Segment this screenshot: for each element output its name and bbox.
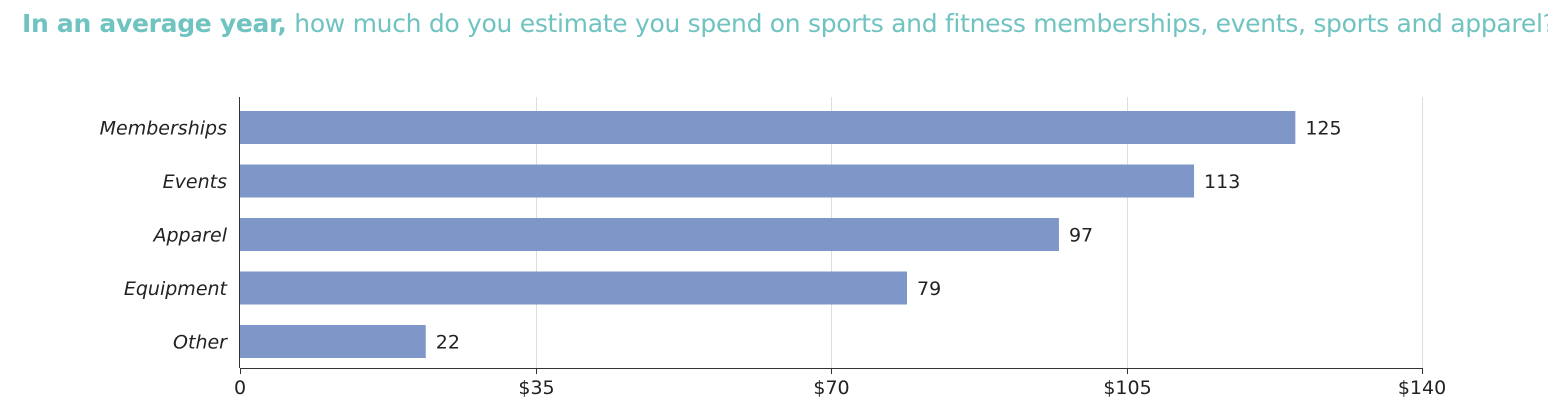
bar: [240, 271, 907, 305]
category-label: Memberships: [100, 118, 227, 140]
data-label: 97: [1069, 225, 1093, 247]
category-label: Events: [163, 171, 227, 193]
bar: [240, 325, 426, 358]
bar: [240, 164, 1195, 198]
x-tick-label: $35: [518, 377, 554, 399]
category-label: Other: [173, 332, 228, 354]
category-label: Apparel: [151, 225, 227, 247]
data-label: 79: [917, 278, 941, 300]
bar: [240, 218, 1059, 251]
data-label: 125: [1305, 118, 1341, 140]
data-label: 22: [436, 332, 460, 354]
chart-title: In an average year, how much do you esti…: [22, 8, 1548, 40]
chart-title-question: how much do you estimate you spend on sp…: [286, 9, 1548, 38]
category-label: Equipment: [124, 278, 229, 300]
bar: [240, 111, 1296, 144]
x-tick-label: 0: [234, 377, 246, 399]
chart-title-emphasis: In an average year,: [22, 9, 287, 38]
x-tick-label: $105: [1103, 377, 1151, 399]
data-label: 113: [1204, 171, 1240, 193]
x-tick-label: $140: [1398, 377, 1446, 399]
x-tick-label: $70: [813, 377, 849, 399]
